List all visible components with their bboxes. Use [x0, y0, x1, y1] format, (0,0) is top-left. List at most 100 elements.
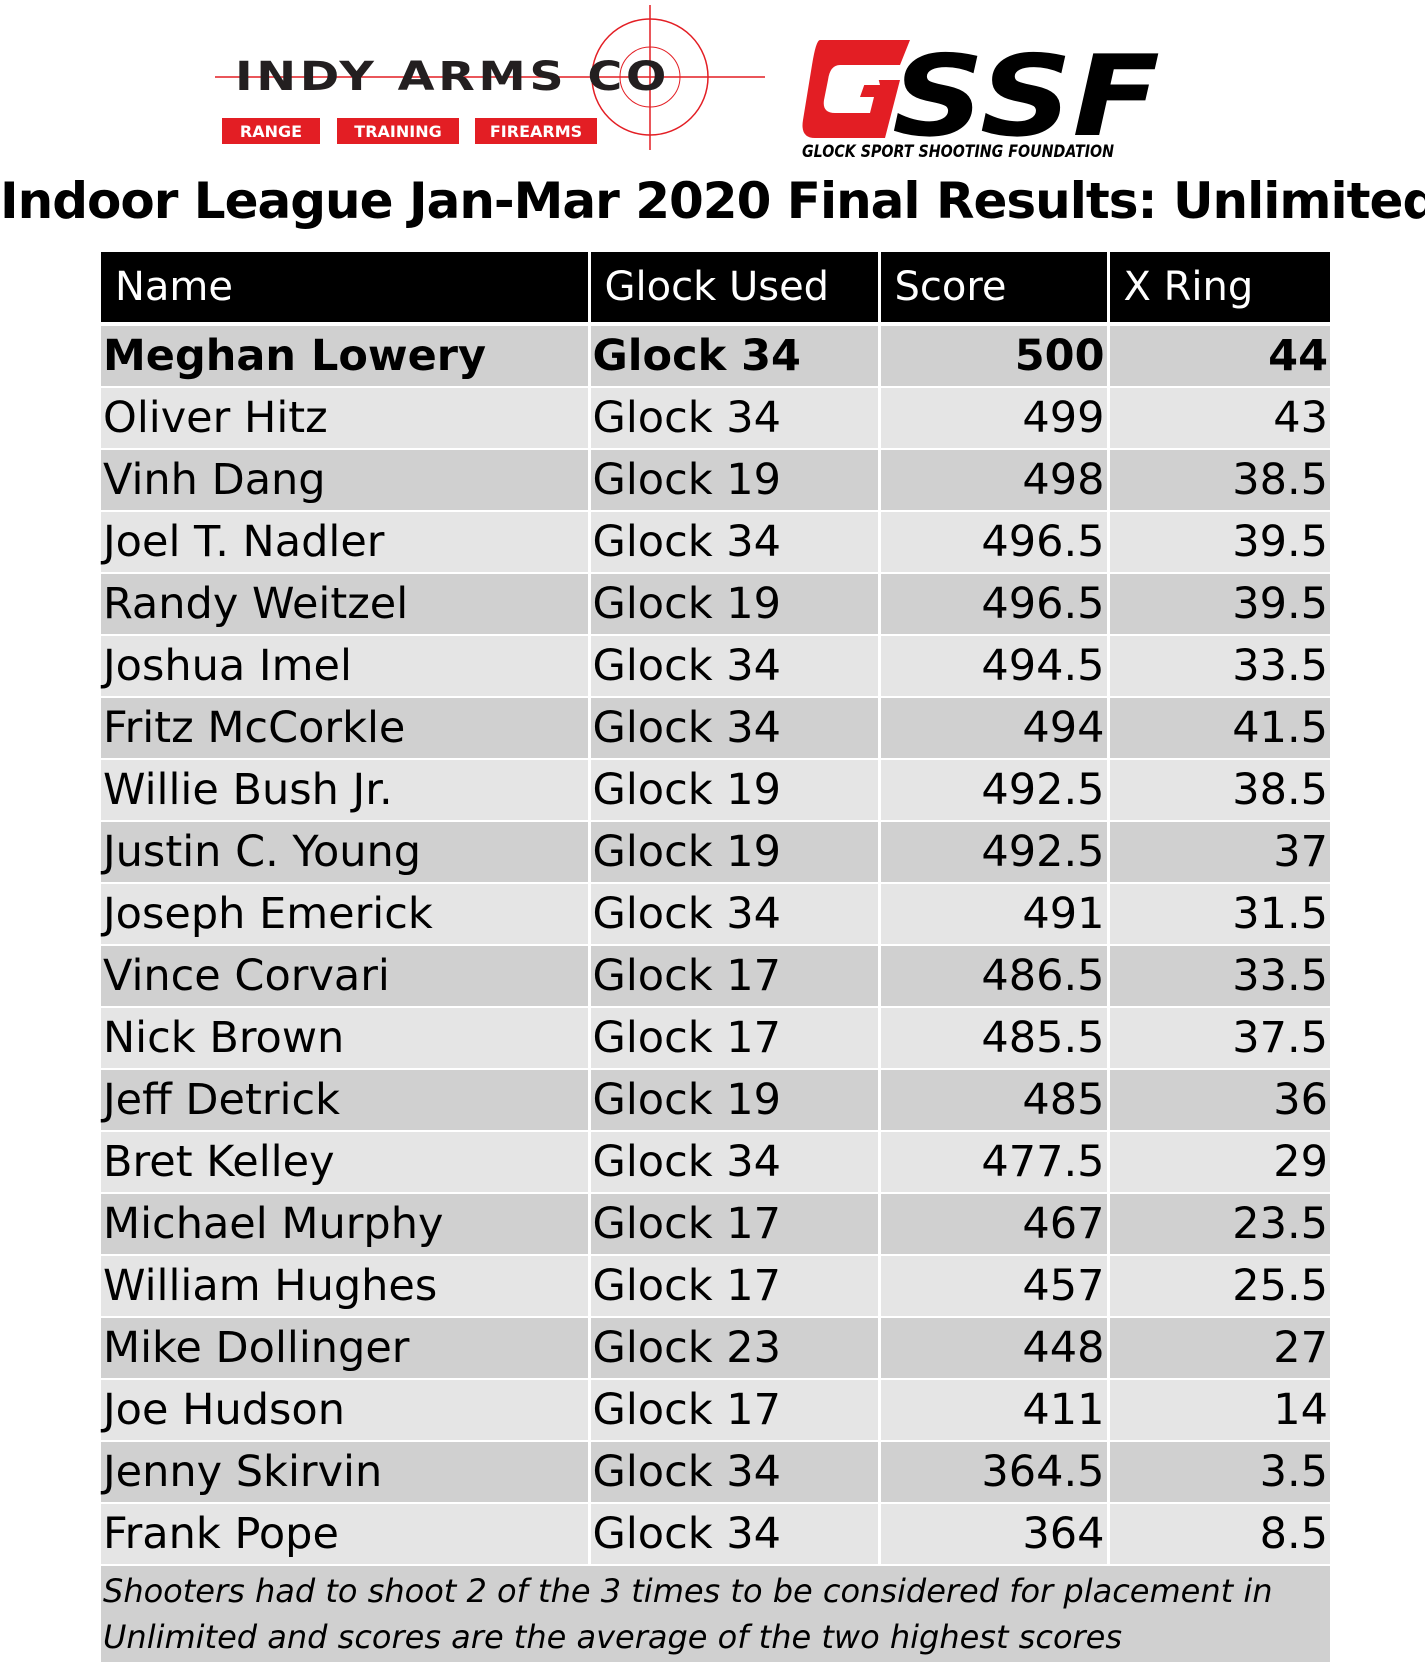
table-row: Justin C. Young Glock 19 492.5 37	[101, 820, 1330, 883]
x-ring: 37.5	[1106, 1006, 1330, 1069]
x-ring: 8.5	[1106, 1502, 1330, 1565]
indy-arms-co-wordmark: INDY ARMS CO	[235, 54, 670, 100]
x-ring: 39.5	[1106, 572, 1330, 635]
shooter-name: Fritz McCorkle	[101, 696, 589, 759]
score: 485.5	[877, 1006, 1108, 1069]
shooter-name: Joel T. Nadler	[101, 510, 589, 573]
x-ring: 33.5	[1106, 634, 1330, 697]
score: 448	[877, 1316, 1108, 1379]
score: 498	[877, 448, 1108, 511]
table-row: Willie Bush Jr. Glock 19 492.5 38.5	[101, 758, 1330, 821]
shooter-name: William Hughes	[101, 1254, 589, 1317]
glock-model: Glock 17	[587, 1192, 879, 1255]
gssf-subtitle: GLOCK SPORT SHOOTING FOUNDATION	[802, 142, 1114, 160]
shooter-name: Vinh Dang	[101, 448, 589, 511]
x-ring: 25.5	[1106, 1254, 1330, 1317]
table-row: Jeff Detrick Glock 19 485 36	[101, 1068, 1330, 1131]
shooter-name: Vince Corvari	[101, 944, 589, 1007]
score: 500	[877, 323, 1108, 387]
table-row: Fritz McCorkle Glock 34 494 41.5	[101, 696, 1330, 759]
x-ring: 31.5	[1106, 882, 1330, 945]
shooter-name: Joseph Emerick	[101, 882, 589, 945]
page-title: Indoor League Jan-Mar 2020 Final Results…	[0, 172, 1425, 230]
score: 411	[877, 1378, 1108, 1441]
glock-model: Glock 19	[587, 448, 879, 511]
table-row: Vince Corvari Glock 17 486.5 33.5	[101, 944, 1330, 1007]
glock-model: Glock 34	[587, 882, 879, 945]
x-ring: 27	[1106, 1316, 1330, 1379]
tag-training: TRAINING	[337, 118, 459, 144]
column-header-glock-used: Glock Used	[587, 252, 879, 326]
glock-model: Glock 23	[587, 1316, 879, 1379]
x-ring: 44	[1106, 323, 1330, 387]
svg-text:TRAINING: TRAINING	[354, 122, 441, 141]
gssf-wordmark: SSF	[892, 35, 1160, 160]
glock-model: Glock 34	[587, 323, 879, 387]
table-row: Joseph Emerick Glock 34 491 31.5	[101, 882, 1330, 945]
x-ring: 41.5	[1106, 696, 1330, 759]
glock-model: Glock 34	[587, 386, 879, 449]
score: 494.5	[877, 634, 1108, 697]
table-row: Oliver Hitz Glock 34 499 43	[101, 386, 1330, 449]
x-ring: 3.5	[1106, 1440, 1330, 1503]
table-row: Vinh Dang Glock 19 498 38.5	[101, 448, 1330, 511]
shooter-name: Willie Bush Jr.	[101, 758, 589, 821]
table-row: Nick Brown Glock 17 485.5 37.5	[101, 1006, 1330, 1069]
score: 477.5	[877, 1130, 1108, 1193]
x-ring: 38.5	[1106, 758, 1330, 821]
glock-model: Glock 34	[587, 634, 879, 697]
table-row: Randy Weitzel Glock 19 496.5 39.5	[101, 572, 1330, 635]
glock-model: Glock 19	[587, 572, 879, 635]
shooter-name: Jenny Skirvin	[101, 1440, 589, 1503]
glock-model: Glock 34	[587, 1440, 879, 1503]
glock-model: Glock 34	[587, 696, 879, 759]
results-table: Name Glock Used Score X Ring Meghan Lowe…	[101, 252, 1330, 1662]
table-row: Michael Murphy Glock 17 467 23.5	[101, 1192, 1330, 1255]
x-ring: 43	[1106, 386, 1330, 449]
glock-model: Glock 19	[587, 820, 879, 883]
x-ring: 14	[1106, 1378, 1330, 1441]
table-row: Joshua Imel Glock 34 494.5 33.5	[101, 634, 1330, 697]
glock-model: Glock 17	[587, 1378, 879, 1441]
column-header-x-ring: X Ring	[1106, 252, 1330, 326]
x-ring: 39.5	[1106, 510, 1330, 573]
x-ring: 38.5	[1106, 448, 1330, 511]
score: 491	[877, 882, 1108, 945]
svg-text:RANGE: RANGE	[240, 122, 302, 141]
score: 364.5	[877, 1440, 1108, 1503]
score: 496.5	[877, 572, 1108, 635]
score: 492.5	[877, 758, 1108, 821]
table-row: Joe Hudson Glock 17 411 14	[101, 1378, 1330, 1441]
shooter-name: Oliver Hitz	[101, 386, 589, 449]
tag-firearms: FIREARMS	[475, 118, 597, 144]
gssf-g-pistol-icon	[802, 40, 910, 138]
x-ring: 37	[1106, 820, 1330, 883]
crosshair-icon	[215, 5, 765, 150]
footnote-line-2: Unlimited and scores are the average of …	[103, 1618, 1123, 1656]
shooter-name: Mike Dollinger	[101, 1316, 589, 1379]
score: 364	[877, 1502, 1108, 1565]
table-row: Joel T. Nadler Glock 34 496.5 39.5	[101, 510, 1330, 573]
shooter-name: Justin C. Young	[101, 820, 589, 883]
table-row: Bret Kelley Glock 34 477.5 29	[101, 1130, 1330, 1193]
table-row: Mike Dollinger Glock 23 448 27	[101, 1316, 1330, 1379]
glock-model: Glock 34	[587, 510, 879, 573]
glock-model: Glock 34	[587, 1130, 879, 1193]
shooter-name: Frank Pope	[101, 1502, 589, 1565]
shooter-name: Joshua Imel	[101, 634, 589, 697]
table-row: William Hughes Glock 17 457 25.5	[101, 1254, 1330, 1317]
footnote: Shooters had to shoot 2 of the 3 times t…	[101, 1564, 1330, 1662]
indy-arms-co-logo: INDY ARMS CO RANGE TRAINING FIREARMS	[215, 5, 765, 150]
score: 467	[877, 1192, 1108, 1255]
footnote-line-1: Shooters had to shoot 2 of the 3 times t…	[103, 1572, 1273, 1610]
score: 492.5	[877, 820, 1108, 883]
shooter-name: Jeff Detrick	[101, 1068, 589, 1131]
glock-model: Glock 19	[587, 1068, 879, 1131]
table-row: Meghan Lowery Glock 34 500 44	[101, 323, 1330, 387]
glock-model: Glock 17	[587, 944, 879, 1007]
column-header-score: Score	[877, 252, 1108, 326]
column-header-name: Name	[101, 252, 589, 326]
glock-model: Glock 34	[587, 1502, 879, 1565]
x-ring: 29	[1106, 1130, 1330, 1193]
shooter-name: Joe Hudson	[101, 1378, 589, 1441]
